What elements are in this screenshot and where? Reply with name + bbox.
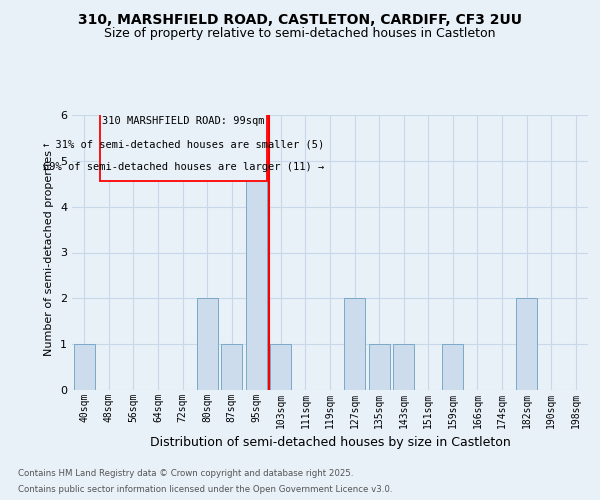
Bar [368, 344, 389, 390]
Bar [197, 298, 218, 390]
Bar [246, 161, 267, 390]
Text: Contains HM Land Registry data © Crown copyright and database right 2025.: Contains HM Land Registry data © Crown c… [18, 468, 353, 477]
Bar [393, 344, 414, 390]
Bar [516, 298, 537, 390]
Bar [221, 344, 242, 390]
FancyBboxPatch shape [100, 112, 268, 182]
Bar [271, 344, 292, 390]
X-axis label: Distribution of semi-detached houses by size in Castleton: Distribution of semi-detached houses by … [149, 436, 511, 450]
Text: ← 31% of semi-detached houses are smaller (5): ← 31% of semi-detached houses are smalle… [43, 140, 324, 149]
Bar [74, 344, 95, 390]
Bar [344, 298, 365, 390]
Y-axis label: Number of semi-detached properties: Number of semi-detached properties [44, 150, 55, 356]
Text: 69% of semi-detached houses are larger (11) →: 69% of semi-detached houses are larger (… [43, 162, 324, 172]
Text: Size of property relative to semi-detached houses in Castleton: Size of property relative to semi-detach… [104, 28, 496, 40]
Text: 310, MARSHFIELD ROAD, CASTLETON, CARDIFF, CF3 2UU: 310, MARSHFIELD ROAD, CASTLETON, CARDIFF… [78, 12, 522, 26]
Text: 310 MARSHFIELD ROAD: 99sqm: 310 MARSHFIELD ROAD: 99sqm [102, 116, 265, 126]
Bar [442, 344, 463, 390]
Text: Contains public sector information licensed under the Open Government Licence v3: Contains public sector information licen… [18, 485, 392, 494]
